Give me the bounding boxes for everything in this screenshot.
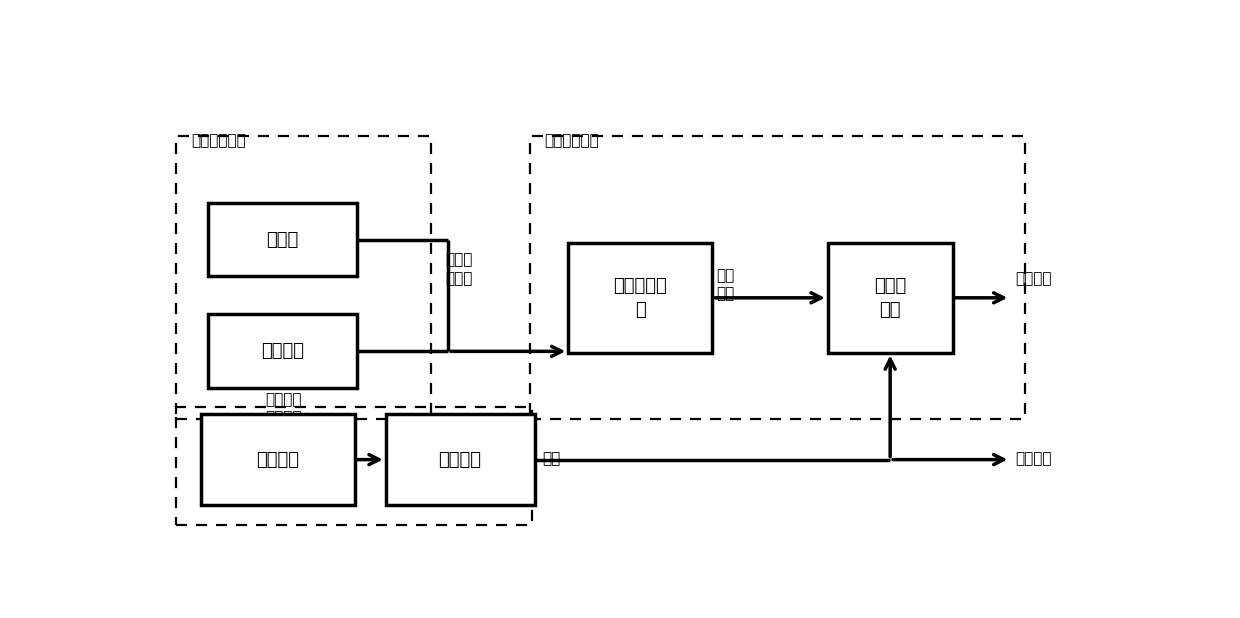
Bar [176, 407, 532, 525]
Bar [828, 243, 952, 352]
Text: 惯性测量单元: 惯性测量单元 [191, 133, 247, 148]
Text: 位置
姿态: 位置 姿态 [717, 268, 734, 302]
Text: 坐标系
变换: 坐标系 变换 [874, 277, 906, 319]
Text: 单日视觉
测量单元: 单日视觉 测量单元 [265, 392, 303, 425]
Text: 陀螺仪: 陀螺仪 [267, 231, 299, 248]
Text: 姿态解算: 姿态解算 [439, 451, 481, 468]
Text: 加速度计: 加速度计 [260, 342, 304, 360]
Text: 姿态: 姿态 [542, 451, 560, 466]
Text: 信息处理单元: 信息处理单元 [544, 133, 599, 148]
Bar [568, 243, 712, 352]
Bar [529, 136, 1024, 419]
Bar [208, 315, 357, 388]
Text: 角速度
加速度: 角速度 加速度 [445, 253, 472, 286]
Text: 视觉成像: 视觉成像 [257, 451, 300, 468]
Bar [176, 136, 430, 419]
Text: 绝对姿态: 绝对姿态 [1016, 271, 1052, 286]
Text: 相对姿态: 相对姿态 [1016, 451, 1052, 466]
Bar [208, 203, 357, 276]
Text: 慣性导航解
算: 慣性导航解 算 [614, 277, 667, 319]
Bar [201, 415, 355, 505]
Bar [386, 415, 534, 505]
